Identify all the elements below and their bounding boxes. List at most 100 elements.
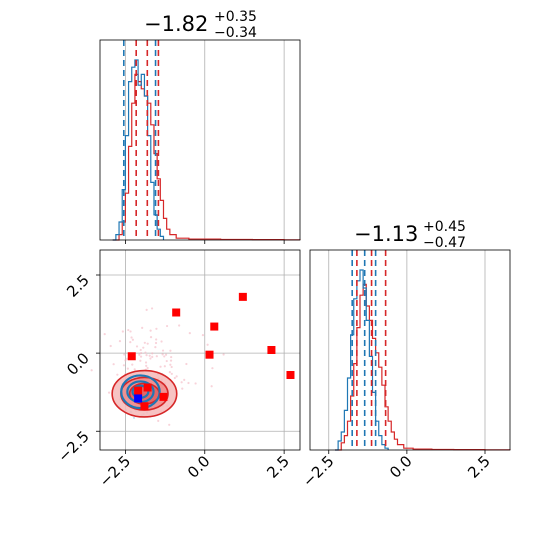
histogram-panel-param2: −2.5 0.0 2.5 −1.13 +0.45 −0.47 [299, 219, 511, 491]
scatter-series [90, 292, 295, 426]
sample-point-red [169, 349, 172, 352]
panel-title-value: −1.82 [144, 12, 208, 36]
panel-frame [99, 249, 301, 451]
panel-frame [309, 249, 511, 451]
sample-point-red [160, 340, 163, 343]
histogram-grid [328, 250, 486, 450]
blue-histogram-line [335, 269, 389, 451]
panel-frame [99, 39, 301, 241]
x-tick-label: 2.5 [263, 452, 293, 482]
sample-point-red [135, 345, 139, 348]
red-square-marker [140, 402, 149, 411]
sample-point-red [131, 363, 134, 366]
sample-point-red [164, 353, 168, 356]
red-square-marker [127, 352, 136, 361]
red-square-marker [143, 383, 152, 392]
red-square-marker [205, 350, 214, 359]
sample-point-red [180, 381, 183, 384]
sample-point-red [170, 355, 173, 359]
sample-point-red [109, 344, 112, 348]
sample-point-red [173, 376, 176, 380]
y-tick-label: −2.5 [54, 427, 92, 465]
sample-point-blue [132, 416, 136, 419]
sample-point-red [103, 333, 106, 336]
sample-point-red [145, 308, 148, 311]
sample-point-red [138, 353, 141, 356]
x-tick-label: 0.0 [184, 452, 214, 482]
red-square-marker [238, 292, 247, 301]
sample-point-red [169, 359, 173, 362]
sample-point-red [165, 359, 168, 363]
sample-point-red [144, 351, 147, 354]
sample-point-red [155, 355, 158, 358]
histogram-axes: −2.5 0.0 2.5 [299, 452, 494, 490]
sample-point-red [165, 324, 169, 328]
sample-point-red [148, 354, 151, 357]
sample-point-red [121, 330, 124, 333]
sample-point-red [168, 423, 171, 426]
sample-point-red [151, 352, 154, 355]
x-tick-label: 0.0 [386, 452, 416, 482]
sample-point-red [178, 324, 181, 327]
sample-point-red [150, 307, 154, 310]
sample-point-red [145, 364, 148, 367]
y-tick-label: 0.0 [63, 349, 93, 379]
sample-point-red [187, 381, 190, 385]
sample-point-red [142, 346, 145, 349]
sample-point-red [146, 366, 149, 370]
sample-point-red [170, 365, 173, 369]
panel-title-value: −1.13 [354, 222, 418, 246]
sample-point-red [124, 359, 127, 362]
sample-point-red [181, 387, 184, 390]
sample-point-red [90, 369, 93, 372]
sample-point-red [140, 351, 143, 355]
sample-point-red [126, 367, 129, 370]
blue-square-marker [134, 394, 143, 403]
sample-point-red [144, 361, 148, 364]
histogram-panel-param1: −1.82 +0.35 −0.34 [99, 9, 301, 244]
sample-point-red [194, 382, 197, 385]
sample-point-red [122, 364, 125, 367]
red-histogram-line [112, 73, 301, 241]
y-tick-label: 2.5 [63, 271, 93, 301]
x-tick-label: 2.5 [464, 452, 494, 482]
histogram-series [328, 250, 511, 454]
sample-point-red [163, 365, 166, 368]
sample-point-red [131, 338, 134, 341]
sample-point-red [210, 385, 213, 388]
sample-point-red [157, 419, 160, 422]
red-histogram-line [335, 283, 511, 451]
sample-point-red [141, 326, 144, 329]
sample-point-red [185, 362, 188, 366]
sample-point-red [116, 373, 119, 376]
sample-point-red [211, 367, 214, 370]
panel-title-minus: −0.47 [423, 235, 466, 251]
red-square-marker [210, 322, 219, 331]
sample-point-red [222, 353, 225, 356]
sample-point-red [161, 353, 164, 356]
sample-point-red [163, 355, 166, 358]
sample-point-red [145, 354, 148, 357]
scatter-axes: −2.5 0.0 2.5 −2.5 0.0 2.5 [54, 271, 293, 490]
sample-point-red [201, 334, 205, 337]
red-square-marker [267, 346, 276, 354]
sample-point-red [123, 353, 126, 356]
x-tick-label: −2.5 [299, 452, 337, 490]
panel-title-plus: +0.45 [423, 219, 466, 235]
sample-point-red [169, 363, 172, 366]
sample-point-red [149, 329, 152, 332]
sample-point-red [130, 336, 133, 339]
red-square-marker [159, 392, 168, 401]
sample-point-red [139, 348, 142, 352]
scatter-contour-panel: −2.5 0.0 2.5 −2.5 0.0 2.5 [54, 249, 301, 491]
red-square-marker [286, 371, 295, 379]
red-square-marker [172, 308, 181, 317]
sample-point-red [155, 338, 158, 341]
sample-point-red [151, 355, 154, 358]
panel-title-minus: −0.34 [214, 25, 257, 41]
sample-point-red [146, 342, 149, 345]
sample-point-red [118, 339, 122, 343]
sample-point-red [183, 378, 186, 382]
sample-point-red [170, 372, 173, 375]
